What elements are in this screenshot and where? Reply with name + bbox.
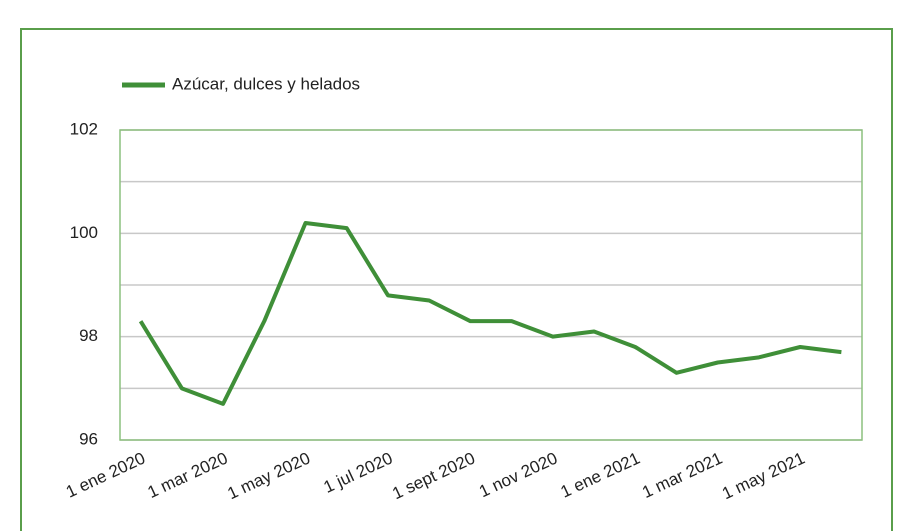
y-tick-label: 96: [79, 429, 98, 448]
x-tick-label: 1 mar 2021: [639, 448, 725, 502]
x-tick-label: 1 may 2020: [225, 448, 314, 503]
x-tick-label: 1 jul 2020: [321, 448, 396, 496]
x-tick-label: 1 ene 2021: [558, 448, 643, 501]
x-tick-label: 1 nov 2020: [476, 448, 560, 501]
y-tick-label: 100: [70, 223, 98, 242]
x-tick-label: 1 mar 2020: [145, 448, 231, 502]
plot-border: [119, 129, 863, 441]
y-tick-label: 98: [79, 326, 98, 345]
data-line: [138, 221, 842, 406]
x-tick-label: 1 ene 2020: [63, 448, 148, 501]
legend-label: Azúcar, dulces y helados: [172, 74, 360, 93]
frame: [20, 28, 893, 531]
x-tick-label: 1 sept 2020: [389, 448, 478, 503]
x-tick-label: 1 may 2021: [719, 448, 808, 503]
y-tick-label: 102: [70, 119, 98, 138]
